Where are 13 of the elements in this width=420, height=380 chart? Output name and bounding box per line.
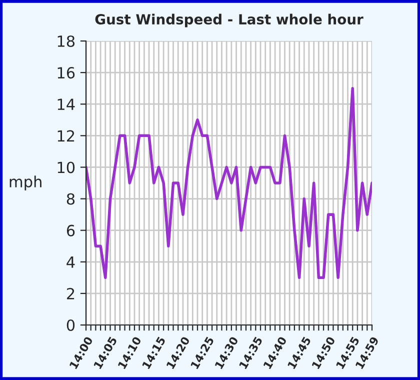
- y-tick-label: 14: [58, 98, 75, 110]
- y-tick-label: 8: [66, 193, 75, 205]
- y-tick-label: 12: [58, 130, 74, 142]
- y-axis-title: mph: [10, 176, 42, 190]
- y-tick-label: 0: [66, 319, 75, 332]
- y-tick-label: 4: [66, 256, 75, 268]
- chart-title: Gust Windspeed - Last whole hour: [95, 14, 364, 28]
- y-tick-label: 2: [66, 288, 74, 300]
- y-tick-label: 16: [58, 67, 75, 79]
- y-tick-label: 18: [58, 35, 75, 48]
- y-tick-label: 10: [58, 162, 75, 174]
- y-tick-label: 6: [66, 224, 75, 236]
- line-series: [86, 86, 372, 280]
